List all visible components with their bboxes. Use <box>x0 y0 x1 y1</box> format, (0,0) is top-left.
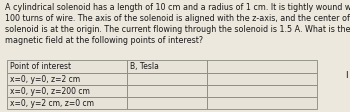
Bar <box>127 60 207 73</box>
Text: magnetic field at the following points of interest?: magnetic field at the following points o… <box>5 36 203 45</box>
Bar <box>7 73 127 85</box>
Text: Point of interest: Point of interest <box>10 62 71 71</box>
Bar <box>207 60 317 73</box>
Bar <box>7 60 127 73</box>
Text: solenoid is at the origin. The current flowing through the solenoid is 1.5 A. Wh: solenoid is at the origin. The current f… <box>5 25 350 34</box>
Bar <box>127 85 207 97</box>
Text: A cylindrical solenoid has a length of 10 cm and a radius of 1 cm. It is tightly: A cylindrical solenoid has a length of 1… <box>5 3 350 12</box>
Bar <box>7 97 127 109</box>
Bar <box>207 97 317 109</box>
Bar <box>7 85 127 97</box>
Text: x=0, y=2 cm, z=0 cm: x=0, y=2 cm, z=0 cm <box>10 98 94 108</box>
Text: x=0, y=0, z=200 cm: x=0, y=0, z=200 cm <box>10 86 90 96</box>
Bar <box>207 73 317 85</box>
Bar <box>127 73 207 85</box>
Bar <box>127 97 207 109</box>
Text: 100 turns of wire. The axis of the solenoid is aligned with the z-axis, and the : 100 turns of wire. The axis of the solen… <box>5 14 350 23</box>
Text: B, Tesla: B, Tesla <box>130 62 159 71</box>
Text: I: I <box>345 70 348 80</box>
Bar <box>207 85 317 97</box>
Text: x=0, y=0, z=2 cm: x=0, y=0, z=2 cm <box>10 74 80 84</box>
